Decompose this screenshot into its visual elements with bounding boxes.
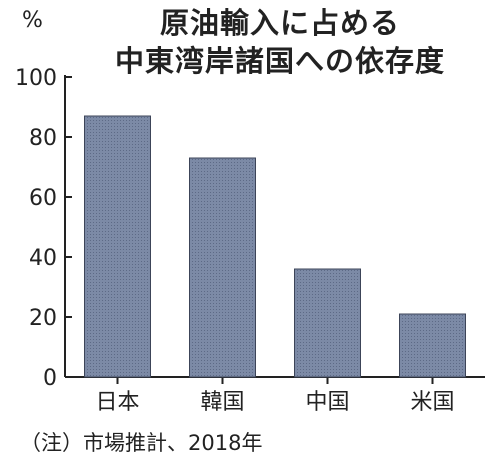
chart-title: 原油輸入に占める 中東湾岸諸国への依存度 bbox=[70, 4, 490, 80]
chart-title-line-1: 原油輸入に占める bbox=[159, 6, 400, 40]
y-tick-label: 60 bbox=[29, 186, 57, 211]
y-tick-label: 80 bbox=[29, 126, 57, 151]
y-tick-label: 20 bbox=[29, 306, 57, 331]
bar-2 bbox=[294, 268, 361, 378]
bar-1 bbox=[189, 157, 256, 378]
y-axis-unit: % bbox=[22, 8, 43, 33]
bar-0 bbox=[84, 115, 151, 378]
bar-3 bbox=[399, 313, 466, 378]
source-note: （注）市場推計、2018年 bbox=[20, 431, 263, 455]
y-tick-label: 0 bbox=[43, 366, 57, 391]
chart-title-line-2: 中東湾岸諸国への依存度 bbox=[114, 44, 445, 78]
x-category-label: 中国 bbox=[305, 390, 349, 415]
y-tick-label: 40 bbox=[29, 246, 57, 271]
labels: 0 20 40 60 80 100 日本 韓国 中国 米国 bbox=[15, 66, 455, 415]
x-category-label: 日本 bbox=[95, 390, 139, 415]
bars bbox=[84, 115, 466, 378]
x-category-label: 韓国 bbox=[200, 390, 244, 415]
y-tick-label: 100 bbox=[15, 66, 57, 91]
x-category-label: 米国 bbox=[410, 390, 454, 415]
